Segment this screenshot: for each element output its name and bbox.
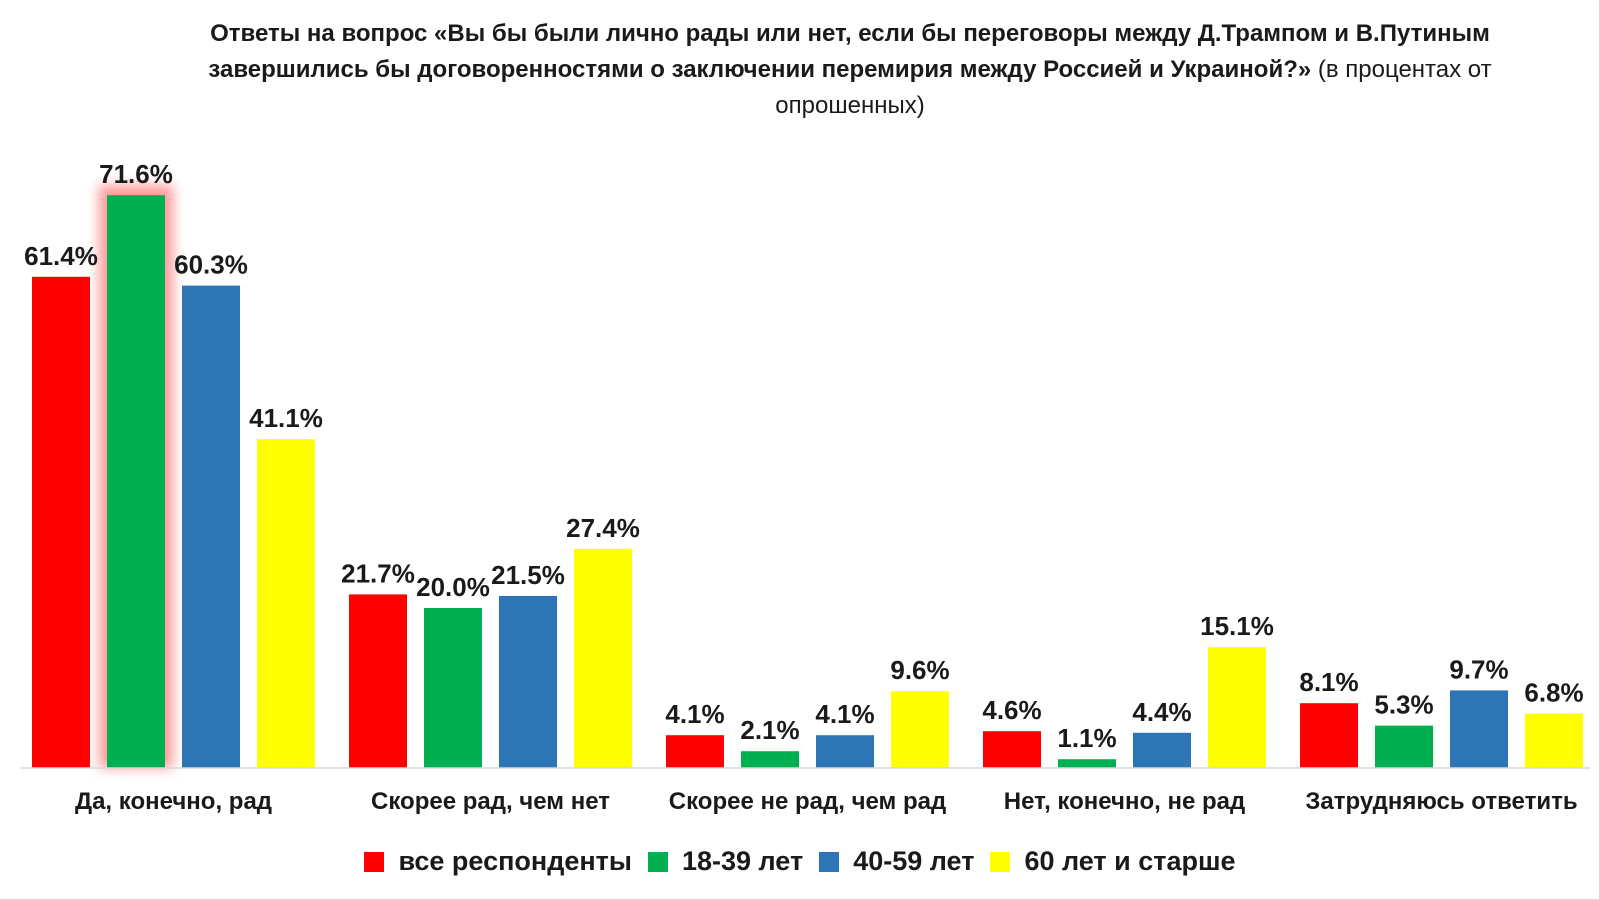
data-label-18-39-лет-2: 20.0% (416, 572, 490, 602)
bar-все-респонденты-3 (666, 735, 724, 768)
bar-60-лет-и-старше-3 (891, 691, 949, 768)
category-label-5: Затрудняюсь ответить (1305, 788, 1577, 815)
legend-label: все респонденты (398, 846, 632, 876)
data-label-все-респонденты-5: 8.1% (1299, 667, 1358, 697)
chart-title-note: (в процентах от опрошенных) (775, 56, 1492, 119)
data-label-40-59-лет-4: 4.4% (1132, 697, 1191, 727)
data-label-60-лет-и-старше-5: 6.8% (1524, 678, 1583, 708)
data-label-60-лет-и-старше-4: 15.1% (1200, 611, 1274, 641)
bar-все-респонденты-4 (983, 731, 1041, 768)
legend-swatch (647, 851, 668, 872)
bar-все-респонденты-5 (1300, 703, 1358, 768)
bar-40-59-лет-1 (182, 285, 240, 768)
bar-все-респонденты-2 (349, 594, 407, 768)
legend-swatch (819, 851, 840, 872)
bar-40-59-лет-5 (1450, 690, 1508, 768)
legend-label: 40-59 лет (853, 846, 975, 876)
bar-60-лет-и-старше-1 (257, 439, 315, 768)
data-label-18-39-лет-5: 5.3% (1374, 690, 1433, 720)
legend-item-все-респонденты: все респонденты (364, 846, 632, 877)
category-label-3: Скорее не рад, чем рад (669, 788, 946, 815)
bars-layer (32, 185, 1583, 768)
data-label-18-39-лет-4: 1.1% (1057, 723, 1116, 753)
bar-60-лет-и-старше-5 (1525, 713, 1583, 768)
legend-swatch (990, 851, 1011, 872)
legend-item-60-лет-и-старше: 60 лет и старше (990, 846, 1236, 877)
data-label-60-лет-и-старше-2: 27.4% (566, 513, 640, 543)
bar-18-39-лет-2 (424, 608, 482, 768)
bar-18-39-лет-3 (741, 751, 799, 768)
bar-40-59-лет-4 (1133, 732, 1191, 768)
bar-18-39-лет-4 (1058, 759, 1116, 768)
bar-18-39-лет-1 (107, 195, 165, 768)
legend-label: 18-39 лет (681, 846, 804, 876)
bar-40-59-лет-3 (816, 735, 874, 768)
bar-60-лет-и-старше-4 (1208, 647, 1266, 768)
labels-layer: 61.4% 21.7% 4.1% 4.6% 8.1% 71.6% 20.0% 2.1% 1.1%… (24, 159, 1584, 753)
category-label-4: Нет, конечно, не рад (1004, 788, 1245, 815)
data-label-60-лет-и-старше-1: 41.1% (249, 403, 323, 433)
data-label-60-лет-и-старше-3: 9.6% (890, 655, 949, 685)
data-label-40-59-лет-5: 9.7% (1449, 654, 1508, 684)
category-labels: Да, конечно, рад Скорее рад, чем нет Скоре… (75, 788, 1578, 815)
data-label-18-39-лет-3: 2.1% (740, 715, 799, 745)
bar-18-39-лет-5 (1375, 725, 1433, 768)
data-label-40-59-лет-3: 4.1% (815, 699, 874, 729)
legend-item-40-59-лет: 40-59 лет (819, 846, 974, 877)
bar-все-респонденты-1 (32, 276, 90, 768)
data-label-18-39-лет-1: 71.6% (99, 159, 173, 189)
data-label-40-59-лет-1: 60.3% (174, 250, 248, 280)
category-label-2: Скорее рад, чем нет (371, 788, 610, 815)
data-label-все-респонденты-2: 21.7% (341, 558, 415, 588)
data-label-40-59-лет-2: 21.5% (491, 560, 565, 590)
data-label-все-респонденты-1: 61.4% (24, 241, 98, 271)
bar-40-59-лет-2 (499, 596, 557, 768)
chart-title: Ответы на вопрос «Вы бы были лично рады … (190, 16, 1510, 124)
chart-title-main: Ответы на вопрос «Вы бы были лично рады … (208, 20, 1490, 83)
data-label-все-респонденты-4: 4.6% (982, 695, 1041, 725)
legend-label: 60 лет и старше (1024, 846, 1236, 876)
legend: все респонденты 18-39 лет 40-59 лет 60 лет … (0, 846, 1600, 879)
category-label-1: Да, конечно, рад (75, 788, 272, 815)
legend-swatch (364, 851, 385, 872)
legend-item-18-39-лет: 18-39 лет (647, 846, 804, 877)
data-label-все-респонденты-3: 4.1% (665, 699, 724, 729)
bar-60-лет-и-старше-2 (574, 548, 632, 768)
